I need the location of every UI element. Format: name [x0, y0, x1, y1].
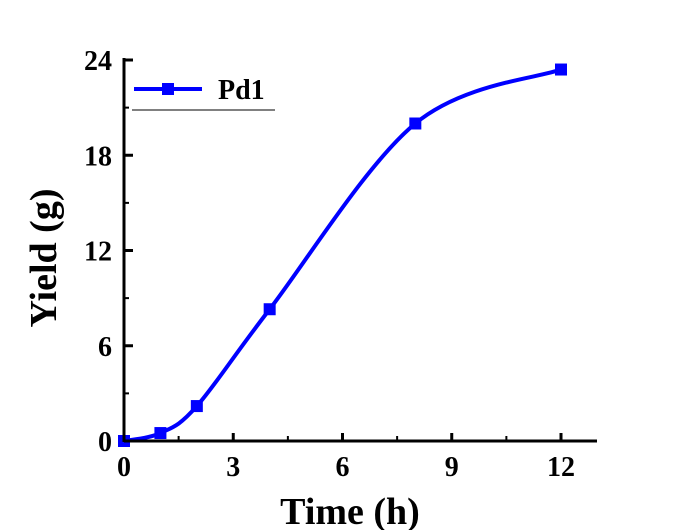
plot-area [118, 63, 567, 447]
data-point [154, 427, 167, 440]
y-tick-label: 12 [84, 237, 112, 268]
series-line-pd1 [123, 67, 562, 443]
data-point [555, 63, 567, 76]
legend-label: Pd1 [218, 75, 265, 106]
x-axis-title: Time (h) [280, 491, 420, 530]
x-tick-label: 9 [445, 452, 459, 483]
data-point [409, 117, 422, 130]
y-tick-label: 0 [98, 427, 112, 458]
data-point [190, 400, 203, 413]
y-tick-label: 6 [98, 332, 112, 363]
x-tick-label: 3 [226, 452, 240, 483]
y-tick-label: 18 [84, 141, 112, 172]
y-tick-label: 24 [84, 46, 112, 77]
x-tick-label: 6 [336, 452, 350, 483]
data-point [263, 303, 276, 316]
axes: 0 3 6 9 12 0 6 12 18 24 [84, 46, 597, 483]
x-tick-label: 12 [547, 452, 575, 483]
y-axis-title: Yield (g) [23, 189, 65, 328]
x-tick-label: 0 [117, 452, 131, 483]
legend-marker [162, 83, 174, 95]
legend: Pd1 [132, 75, 275, 111]
